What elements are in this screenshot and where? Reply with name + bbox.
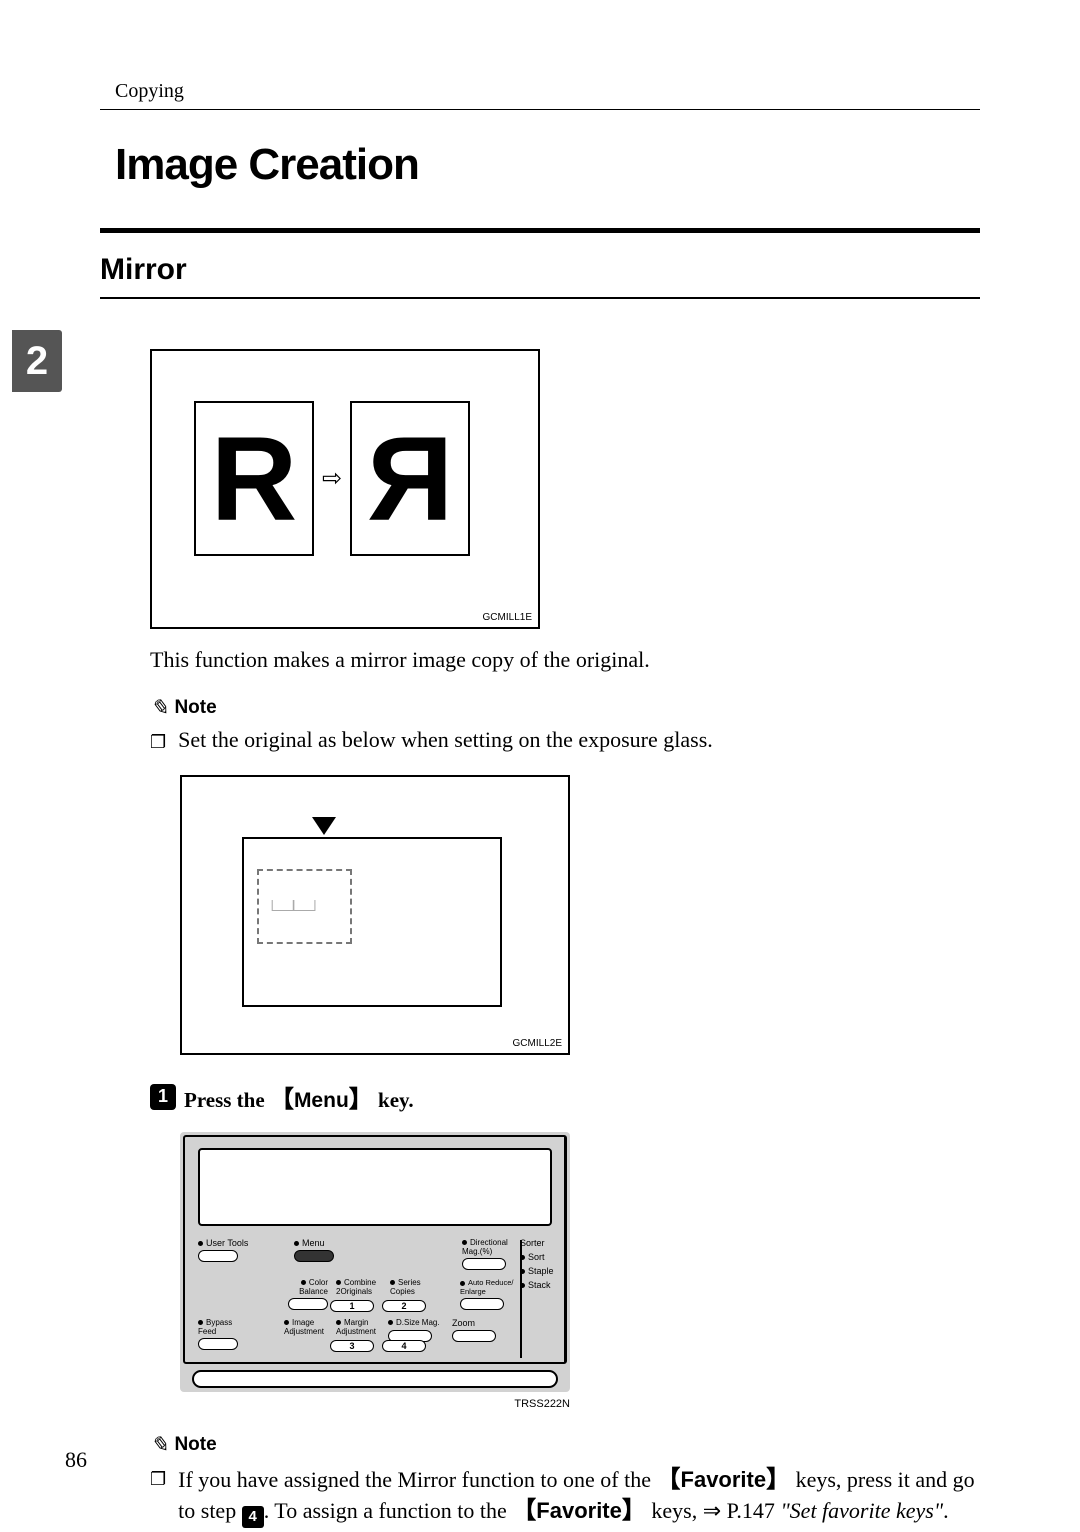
note-text: Set the original as below when setting o… bbox=[178, 727, 713, 757]
note-body: ❐ Set the original as below when setting… bbox=[150, 727, 980, 757]
btn-menu bbox=[294, 1250, 334, 1262]
orig-glyph: ⌴⌴ bbox=[270, 882, 313, 920]
btn-3: 3 bbox=[330, 1340, 374, 1352]
lbl-margin-adjust: Margin Adjustment bbox=[336, 1318, 376, 1336]
step-number-icon: 1 bbox=[150, 1084, 176, 1110]
lbl-staple: Staple bbox=[528, 1266, 554, 1276]
arrow-right-icon: ⇨ bbox=[322, 464, 342, 493]
triangle-marker-icon bbox=[312, 817, 336, 835]
t3: . To assign a function to the bbox=[264, 1498, 513, 1523]
favorite-key-2: Favorite bbox=[536, 1498, 622, 1523]
btn-2: 2 bbox=[382, 1300, 426, 1312]
lbl-sort: Sort bbox=[528, 1252, 545, 1262]
lbl-menu: Menu bbox=[302, 1238, 325, 1248]
inline-step-icon: 4 bbox=[242, 1506, 264, 1528]
page-title: Image Creation bbox=[115, 140, 980, 190]
lbl-combine: Combine 2Originals bbox=[336, 1278, 376, 1296]
note-label: Note bbox=[174, 697, 216, 719]
lbl-image-adjust: Image Adjustment bbox=[284, 1318, 324, 1336]
btn-1: 1 bbox=[330, 1300, 374, 1312]
control-panel-figure: User Tools Menu Directional Mag.(%) Sort… bbox=[180, 1132, 570, 1392]
figure-code: GCMILL2E bbox=[513, 1038, 562, 1049]
panel-code: TRSS222N bbox=[180, 1398, 570, 1410]
favorite-key-1: Favorite bbox=[681, 1467, 767, 1492]
orig-letter: R bbox=[194, 401, 314, 556]
italic-ref: "Set favorite keys" bbox=[780, 1498, 943, 1523]
lbl-bypass-feed: Bypass Feed bbox=[198, 1318, 232, 1336]
lbl-sorter: Sorter bbox=[520, 1238, 545, 1248]
btn-4: 4 bbox=[382, 1340, 426, 1352]
header-rule bbox=[100, 109, 980, 110]
step-1: 1 Press the 【Menu】 key. bbox=[150, 1079, 980, 1114]
t5: . bbox=[943, 1498, 949, 1523]
btn-user-tools bbox=[198, 1250, 238, 1262]
btn-directional-mag bbox=[462, 1258, 506, 1270]
note-heading: ✎ Note bbox=[150, 695, 980, 721]
lbl-auto-reduce: Auto Reduce/ Enlarge bbox=[460, 1278, 513, 1296]
figure-exposure-glass: ⌴⌴ GCMILL2E bbox=[180, 775, 570, 1055]
note-label: Note bbox=[174, 1434, 216, 1456]
lbl-zoom: Zoom bbox=[452, 1318, 475, 1328]
figure-mirror: R ⇨ R GCMILL1E bbox=[150, 349, 540, 629]
chapter-tab: 2 bbox=[12, 330, 62, 392]
thin-rule bbox=[100, 297, 980, 299]
mirror-letter: R bbox=[350, 401, 470, 556]
t4: keys, ⇒ P.147 bbox=[646, 1498, 781, 1523]
body-text: This function makes a mirror image copy … bbox=[150, 647, 980, 673]
panel-bottom-strip bbox=[192, 1370, 558, 1388]
t1: If you have assigned the Mirror function… bbox=[178, 1467, 656, 1492]
step-post: key. bbox=[373, 1088, 414, 1112]
lbl-directional-mag: Directional Mag.(%) bbox=[462, 1238, 508, 1256]
note-heading: ✎ Note bbox=[150, 1432, 980, 1458]
header-section: Copying bbox=[115, 80, 980, 103]
note2-body: ❐ If you have assigned the Mirror functi… bbox=[150, 1464, 980, 1528]
lbl-dsize: D.Size Mag. bbox=[396, 1318, 440, 1327]
figure-code: GCMILL1E bbox=[483, 612, 532, 623]
page-number: 86 bbox=[65, 1447, 87, 1473]
step-pre: Press the bbox=[184, 1088, 270, 1112]
bullet-icon: ❐ bbox=[150, 727, 166, 757]
lcd-screen bbox=[198, 1148, 552, 1226]
btn-color-balance bbox=[288, 1298, 328, 1310]
menu-key-label: Menu bbox=[294, 1089, 349, 1112]
lbl-user-tools: User Tools bbox=[206, 1238, 248, 1248]
pencil-icon: ✎ bbox=[150, 1432, 168, 1458]
btn-bypass-feed bbox=[198, 1338, 238, 1350]
section-title: Mirror bbox=[100, 253, 980, 287]
thick-rule bbox=[100, 228, 980, 233]
pencil-icon: ✎ bbox=[150, 695, 168, 721]
bullet-icon: ❐ bbox=[150, 1464, 166, 1528]
